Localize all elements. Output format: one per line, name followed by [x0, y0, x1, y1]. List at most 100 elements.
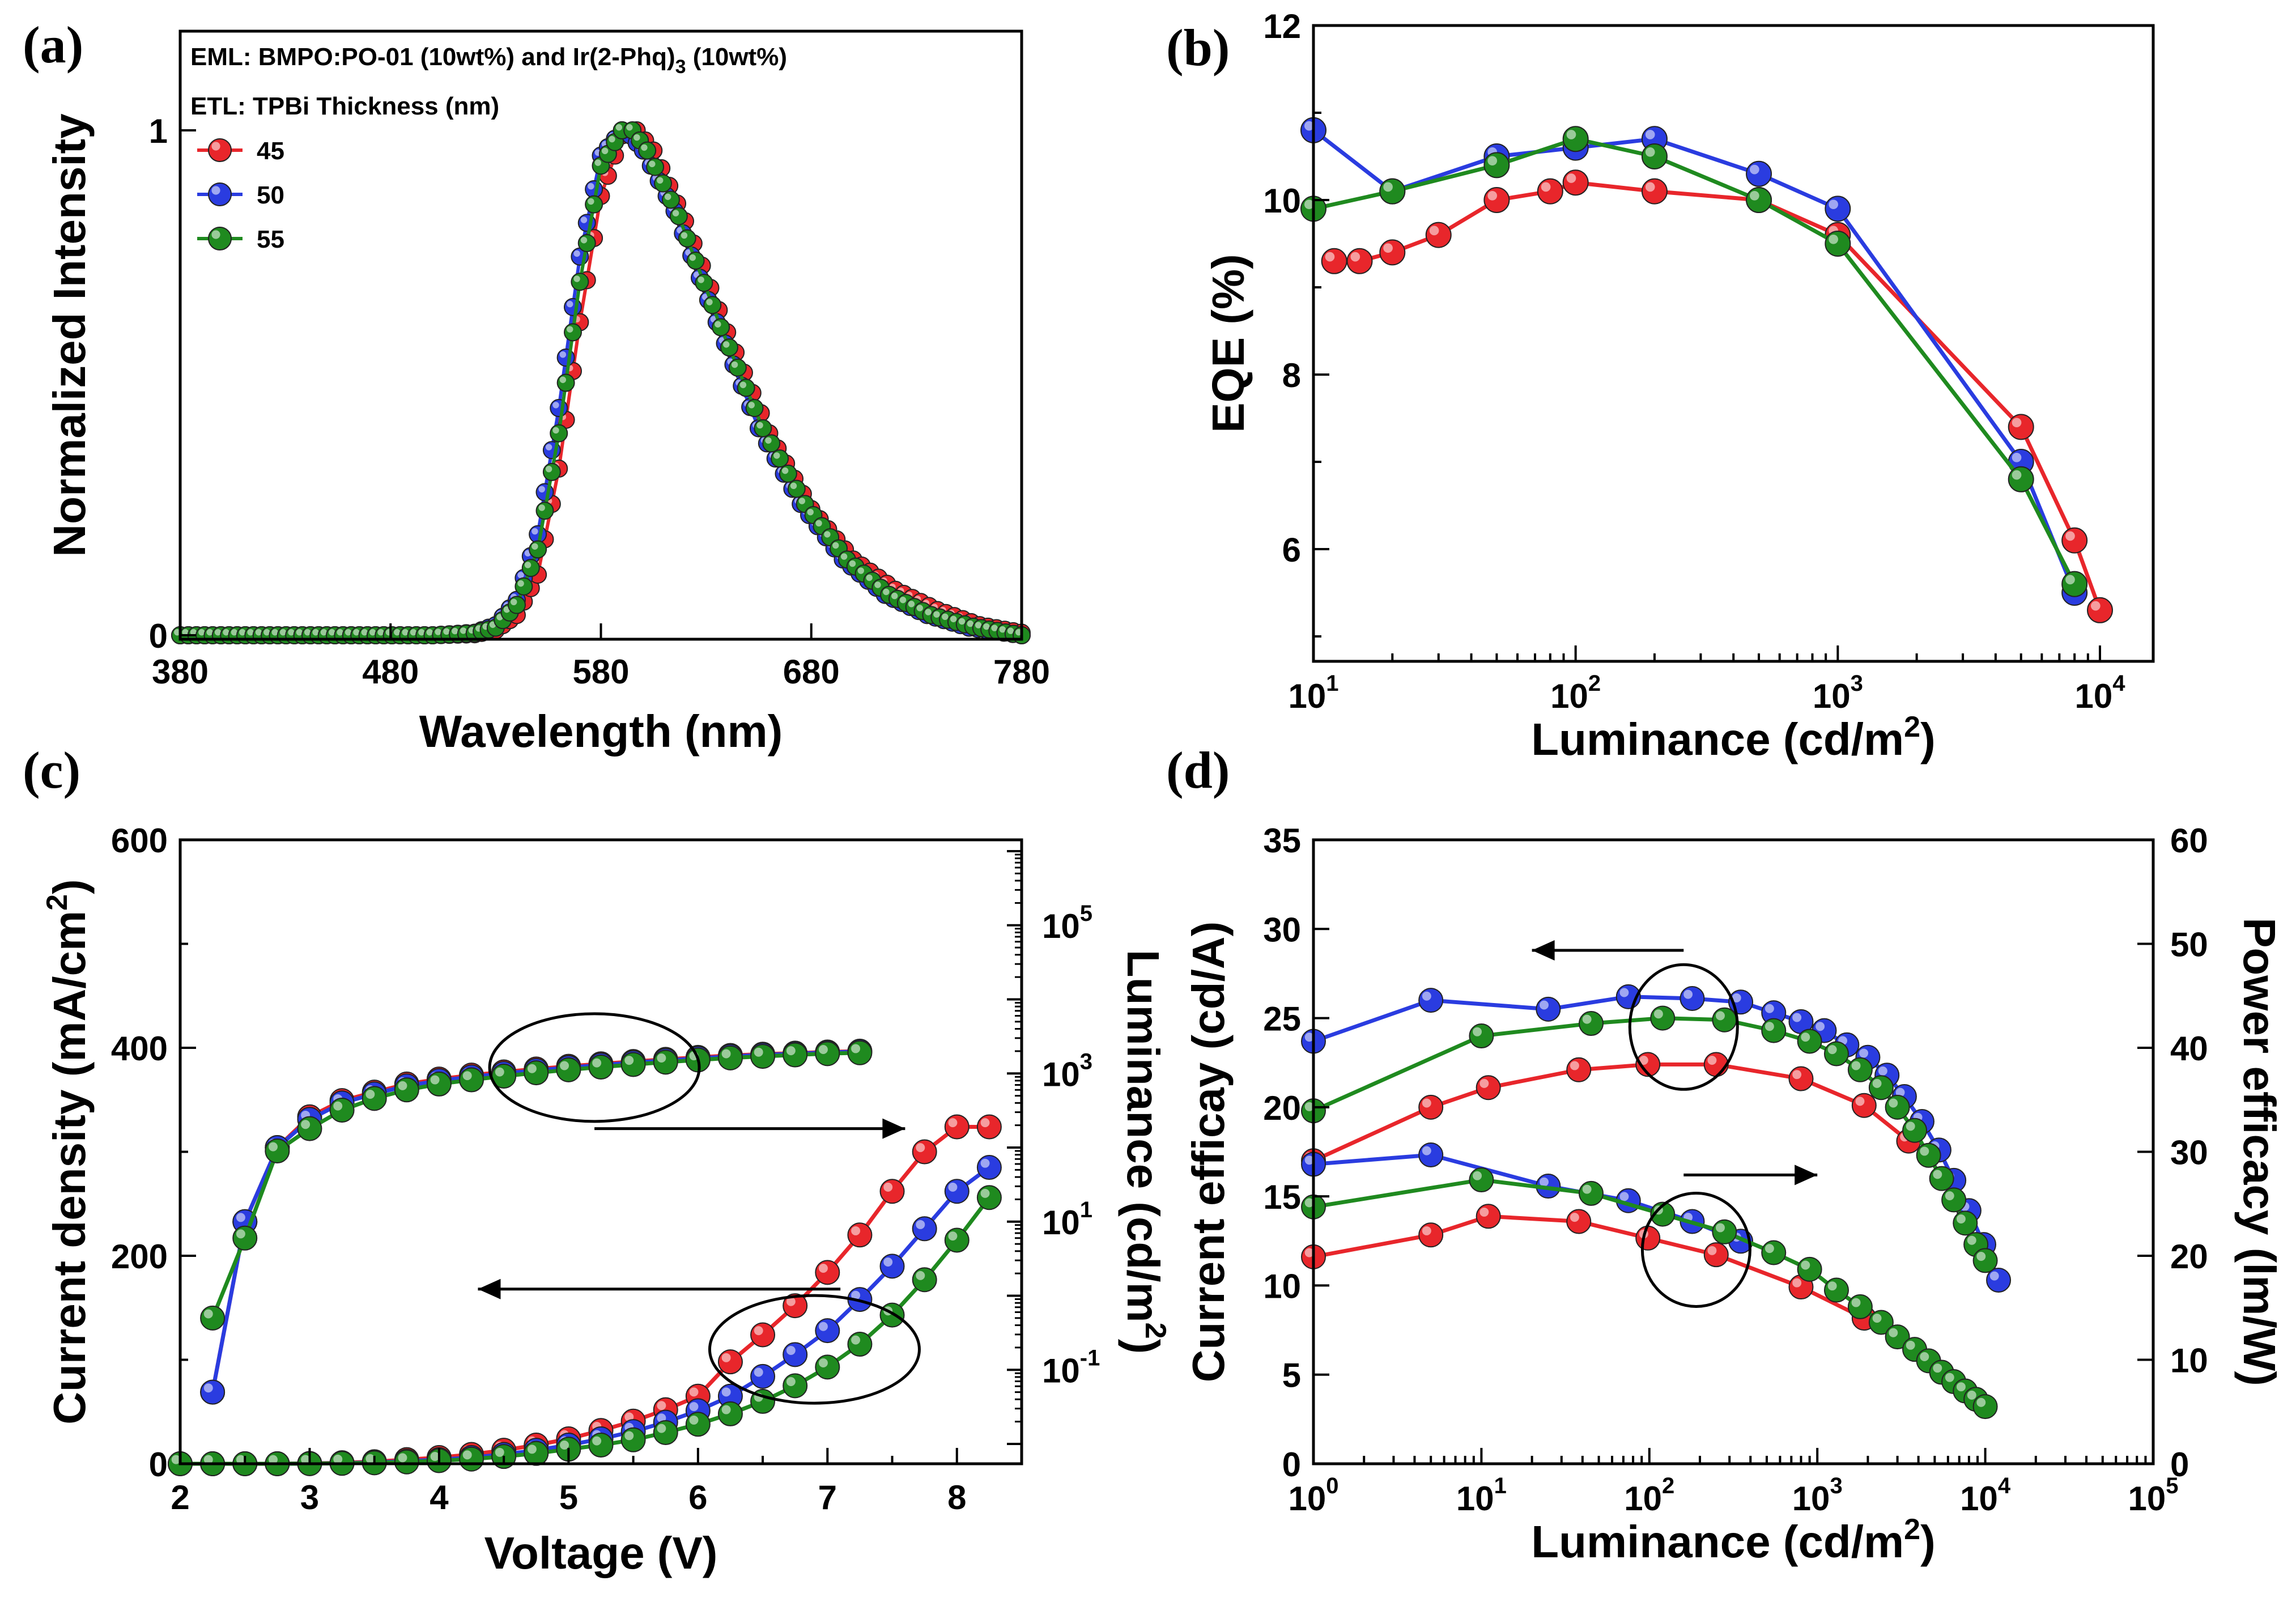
marker-ball: [208, 182, 232, 206]
y-tick-label: 5: [1282, 1357, 1301, 1395]
marker-highlight: [1827, 1045, 1837, 1055]
marker-ball: [1746, 187, 1772, 213]
marker-ball: [577, 233, 596, 252]
spectrum-55-point: [564, 323, 582, 342]
spectrum-55-point: [754, 419, 772, 437]
marker-highlight: [790, 482, 797, 490]
marker-highlight: [527, 1064, 537, 1073]
marker-highlight: [866, 574, 873, 581]
pe-55-point: [1823, 1277, 1849, 1303]
marker-ball: [588, 1432, 614, 1458]
marker-ball: [976, 1185, 1002, 1210]
marker-ball: [1941, 1187, 1967, 1213]
spectrum-55-point: [550, 424, 568, 443]
y-tick-label: 600: [111, 822, 168, 860]
marker-ball: [653, 1420, 678, 1445]
y-tick-label: 0: [149, 1446, 168, 1484]
spectrum-55-point: [695, 274, 713, 292]
marker-highlight: [1764, 1004, 1774, 1013]
jv-50-point: [717, 1383, 743, 1409]
marker-ball: [1579, 1011, 1604, 1036]
x-tick-label: 480: [362, 653, 419, 691]
marker-ball: [1847, 1057, 1873, 1082]
marker-ball: [944, 1179, 970, 1204]
marker-highlight: [214, 629, 222, 636]
marker-highlight: [1304, 199, 1314, 210]
pe-55-point: [1712, 1219, 1737, 1244]
marker-highlight: [394, 629, 401, 636]
ce-55-point: [1916, 1142, 1941, 1168]
marker-ball: [1425, 222, 1452, 248]
marker-highlight: [1815, 1022, 1825, 1031]
marker-ball: [1851, 1093, 1877, 1118]
y-tick-label: 400: [111, 1030, 168, 1068]
marker-highlight: [706, 299, 713, 305]
marker-highlight: [980, 1188, 990, 1198]
ce-50-point: [1680, 985, 1705, 1011]
marker-highlight: [435, 628, 441, 635]
marker-ball: [787, 479, 806, 498]
y-tick-label: 30: [1263, 911, 1301, 949]
marker-highlight: [532, 528, 538, 535]
marker-highlight: [624, 1056, 634, 1065]
marker-highlight: [1976, 1397, 1986, 1407]
marker-highlight: [511, 598, 517, 605]
marker-ball: [976, 1114, 1002, 1140]
marker-highlight: [279, 629, 287, 636]
marker-highlight: [1906, 1121, 1915, 1131]
left-arrow-head: [478, 1278, 501, 1299]
marker-ball: [1953, 1210, 1978, 1236]
marker-highlight: [899, 597, 907, 604]
marker-ball: [912, 1216, 937, 1242]
marker-ball: [750, 1363, 776, 1389]
marker-ball: [550, 424, 568, 443]
marker-ball: [669, 207, 688, 226]
jv-45-point: [750, 1322, 776, 1348]
marker-highlight: [588, 198, 594, 205]
marker-highlight: [933, 611, 940, 618]
marker-highlight: [1716, 1011, 1725, 1021]
marker-highlight: [849, 560, 856, 567]
jv-55-point: [847, 1331, 873, 1357]
marker-highlight: [1792, 1070, 1802, 1080]
marker-ball: [815, 1041, 840, 1067]
marker-ball: [1797, 1256, 1822, 1282]
marker-highlight: [239, 629, 246, 636]
marker-highlight: [410, 629, 417, 636]
marker-highlight: [739, 381, 747, 388]
marker-highlight: [1582, 1014, 1592, 1024]
marker-highlight: [2012, 418, 2022, 428]
marker-highlight: [950, 615, 957, 623]
marker-highlight: [818, 1044, 828, 1054]
x-tick-label: 580: [572, 653, 629, 691]
marker-ball: [783, 1373, 808, 1399]
panel-b-eqe-vs-luminance: (b) 101 102 103 104 6 8 10 12 Luminance (cd/m2) EQ…: [1166, 7, 2155, 764]
eqe-45-point: [1562, 169, 1589, 196]
marker-ball: [1579, 1180, 1604, 1206]
ce-55-point: [1579, 1011, 1604, 1036]
marker-highlight: [948, 1182, 958, 1192]
y-tick-label: 0: [1282, 1446, 1301, 1484]
marker-ball: [508, 596, 526, 614]
marker-ball: [556, 1057, 581, 1082]
marker-ball: [654, 174, 673, 193]
jv-55-point: [879, 1302, 905, 1328]
marker-highlight: [333, 1454, 343, 1464]
marker-highlight: [773, 452, 780, 459]
marker-highlight: [495, 1067, 504, 1077]
marker-highlight: [1645, 182, 1655, 192]
marker-highlight: [1851, 1298, 1861, 1307]
ce-55-point: [1953, 1210, 1978, 1236]
ce-55-point: [1902, 1118, 1928, 1143]
marker-ball: [779, 464, 797, 483]
ce-45-point: [1703, 1052, 1729, 1077]
marker-highlight: [1325, 252, 1335, 262]
spectrum-55-point: [585, 195, 603, 214]
marker-highlight: [527, 1444, 537, 1454]
marker-highlight: [1945, 1191, 1954, 1201]
marker-highlight: [715, 321, 721, 328]
eqe-55-point: [1379, 178, 1406, 205]
marker-ball: [762, 434, 781, 453]
marker-ball: [1761, 1240, 1787, 1265]
marker-highlight: [288, 629, 295, 636]
